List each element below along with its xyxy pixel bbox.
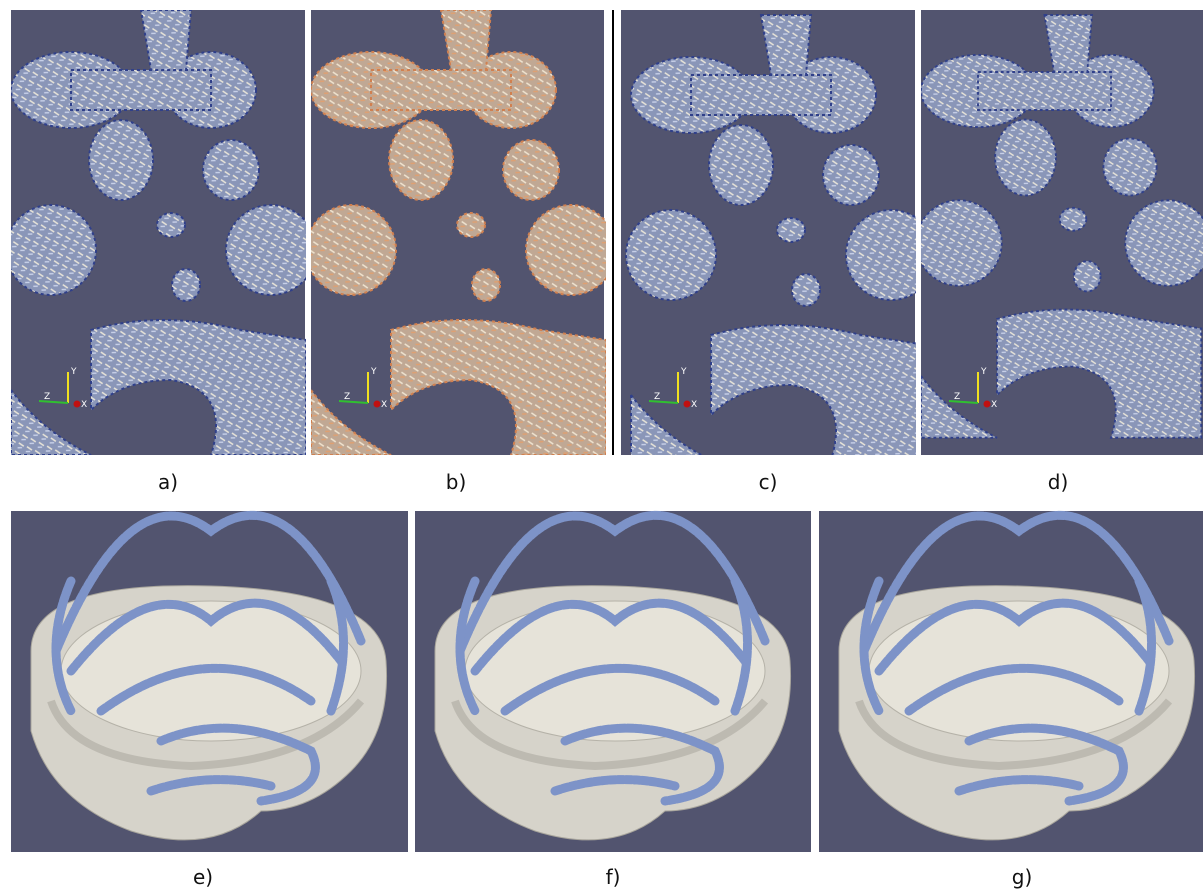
axis-label: Y bbox=[980, 367, 987, 377]
axis-label: Z bbox=[954, 392, 960, 402]
panel-label: g) bbox=[1012, 865, 1033, 889]
axis-label: X bbox=[991, 400, 997, 410]
render-panel bbox=[11, 511, 408, 852]
axis-x bbox=[684, 401, 691, 408]
axis-label: Z bbox=[344, 392, 350, 402]
figure: Y Z Xa) Y Z Xb) Y Z Xc) Y Z Xd) e) f) g) bbox=[0, 0, 1203, 889]
render-panel bbox=[415, 511, 811, 852]
render-panel bbox=[819, 511, 1203, 852]
panel-label: a) bbox=[158, 470, 178, 494]
panel-label: e) bbox=[193, 865, 213, 889]
axis-label: Z bbox=[44, 392, 50, 402]
axis-x bbox=[374, 401, 381, 408]
axis-label: Y bbox=[680, 367, 687, 377]
panel-label: c) bbox=[759, 470, 778, 494]
panel-label: d) bbox=[1048, 470, 1069, 494]
render-panel: Y Z X bbox=[621, 10, 936, 460]
render-panel: Y Z X bbox=[306, 10, 616, 455]
axis-label: X bbox=[81, 400, 87, 410]
axis-label: Z bbox=[654, 392, 660, 402]
render-panel: Y Z X bbox=[6, 10, 316, 455]
panel-label: f) bbox=[606, 865, 621, 889]
axis-x bbox=[74, 401, 81, 408]
axis-label: Y bbox=[370, 367, 377, 377]
render-panel: Y Z X bbox=[916, 10, 1203, 455]
axis-label: Y bbox=[70, 367, 77, 377]
axis-label: X bbox=[381, 400, 387, 410]
axis-label: X bbox=[691, 400, 697, 410]
axis-x bbox=[984, 401, 991, 408]
panel-label: b) bbox=[446, 470, 467, 494]
